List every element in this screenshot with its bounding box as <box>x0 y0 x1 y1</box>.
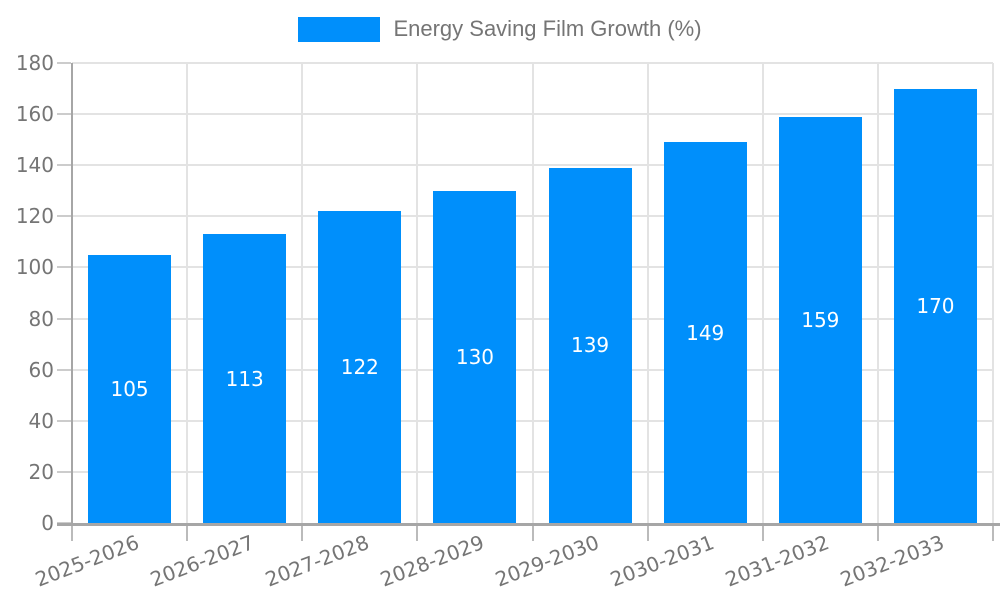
x-axis-tick <box>531 523 534 541</box>
y-tick-label: 60 <box>28 357 54 382</box>
v-gridline <box>876 63 879 523</box>
y-axis-tick <box>57 470 71 473</box>
y-axis-tick <box>57 164 71 167</box>
bar <box>548 167 632 523</box>
legend-label: Energy Saving Film Growth (%) <box>393 16 702 41</box>
legend-item[interactable]: Energy Saving Film Growth (%) <box>298 16 702 42</box>
y-tick-label: 0 <box>41 511 54 535</box>
bar <box>663 142 747 523</box>
legend-swatch-icon <box>298 16 381 42</box>
v-gridline <box>301 63 304 523</box>
v-gridline <box>761 63 764 523</box>
v-gridline <box>531 63 534 523</box>
x-tick-label: 2032-2033 <box>837 530 948 592</box>
y-tick-label: 100 <box>15 255 54 280</box>
x-axis-tick <box>301 523 304 541</box>
y-axis-tick <box>57 368 71 371</box>
x-axis-tick <box>416 523 419 541</box>
bar <box>893 88 977 523</box>
x-axis-tick <box>992 523 994 541</box>
bar <box>318 211 402 523</box>
y-axis-tick <box>57 215 71 218</box>
x-axis-tick <box>71 523 73 541</box>
legend: Energy Saving Film Growth (%) <box>0 16 1000 42</box>
x-tick-label: 2030-2031 <box>607 530 718 592</box>
x-tick-label: 2026-2027 <box>146 530 257 592</box>
y-axis-tick <box>57 62 71 64</box>
x-axis-tick <box>646 523 649 541</box>
x-axis-tick <box>761 523 764 541</box>
x-axis-tick <box>876 523 879 541</box>
v-gridline <box>646 63 649 523</box>
x-tick-label: 2027-2028 <box>261 530 373 592</box>
y-axis-line <box>71 63 73 523</box>
y-tick-label: 180 <box>15 51 54 75</box>
y-tick-label: 20 <box>28 459 54 484</box>
y-tick-label: 80 <box>28 306 54 331</box>
y-axis-tick <box>57 419 71 422</box>
x-axis-line <box>57 523 1000 526</box>
bar <box>433 190 517 523</box>
x-tick-label: 2031-2032 <box>722 530 833 592</box>
bar <box>88 254 172 523</box>
y-axis-tick <box>57 113 71 116</box>
x-axis-tick <box>186 523 189 541</box>
y-tick-label: 40 <box>28 408 54 433</box>
v-gridline <box>186 63 189 523</box>
y-tick-label: 160 <box>15 102 54 127</box>
x-tick-label: 2029-2030 <box>491 530 603 592</box>
x-tick-label: 2028-2029 <box>376 530 488 592</box>
bar <box>203 234 287 523</box>
v-gridline <box>416 63 419 523</box>
y-tick-label: 140 <box>15 153 54 178</box>
y-axis-tick <box>57 266 71 269</box>
x-tick-label: 2025-2026 <box>31 530 142 592</box>
v-gridline <box>992 63 994 523</box>
y-tick-label: 120 <box>15 204 54 229</box>
bar <box>778 116 862 523</box>
y-axis-tick <box>57 317 71 320</box>
